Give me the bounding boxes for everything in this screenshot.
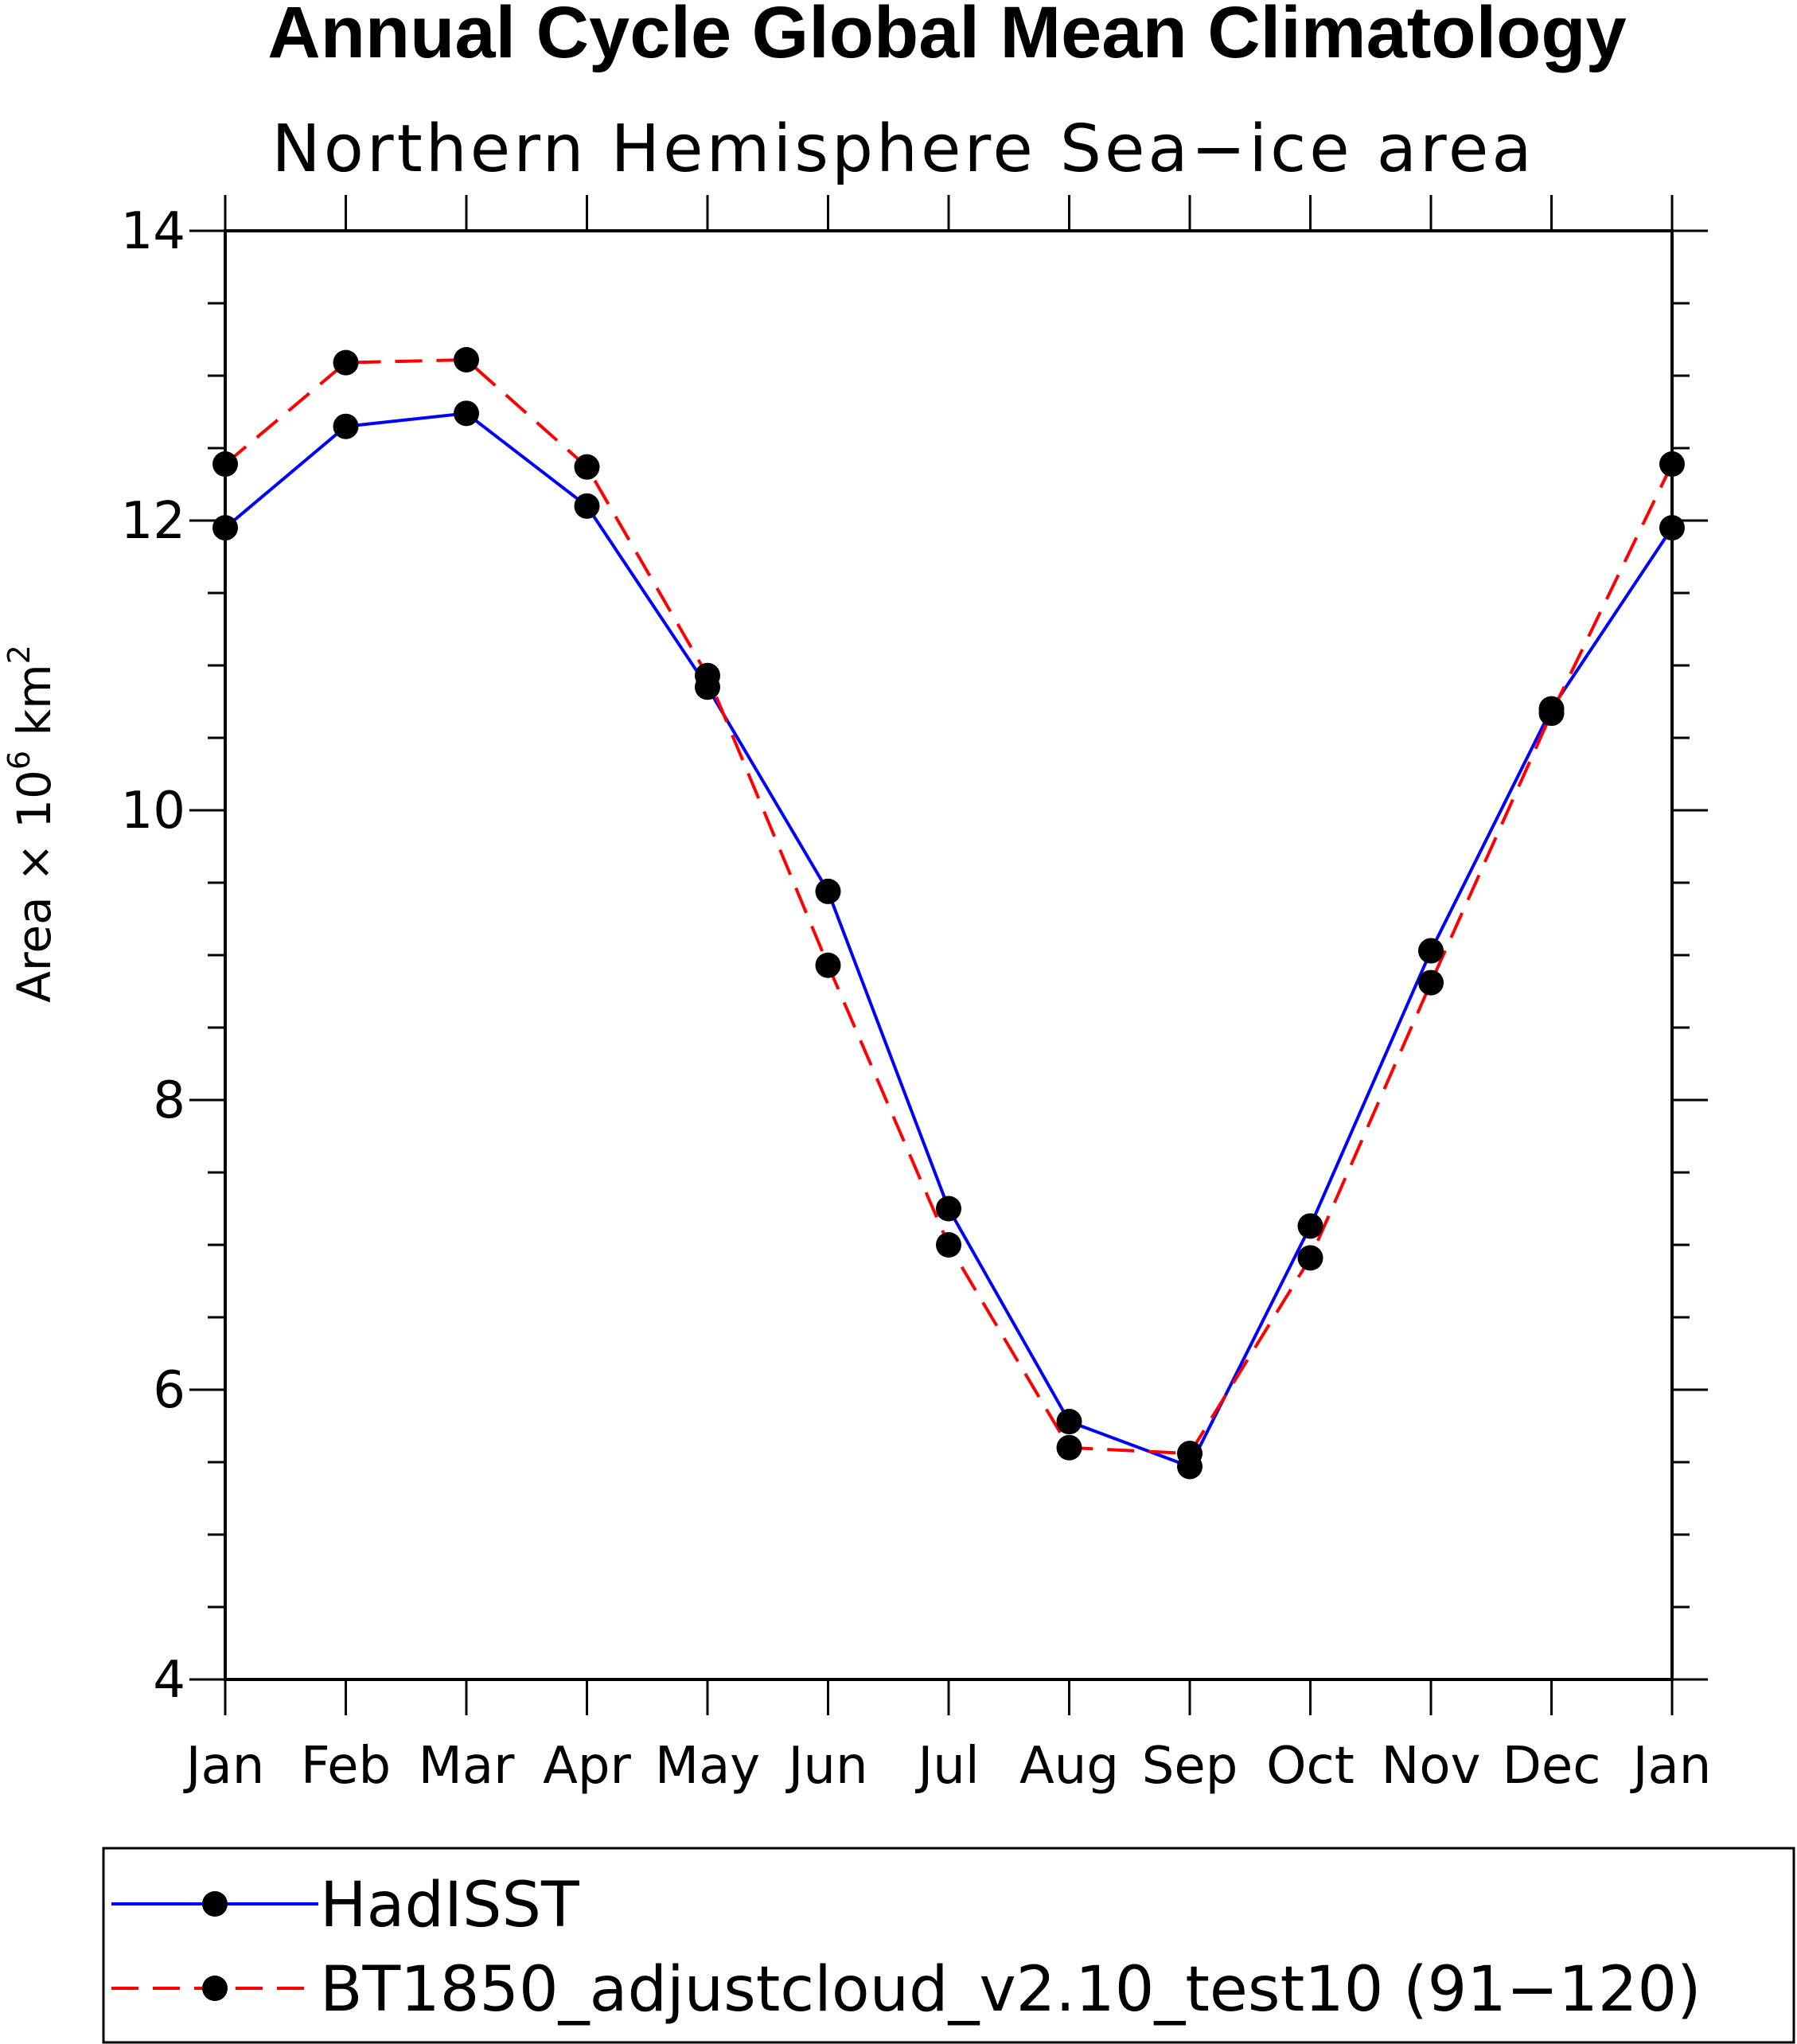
series-line-1 <box>224 357 1674 1456</box>
x-tick-labels: Jan Feb Mar Apr May Jun Jul Aug Sep Oct Nov Dec Jan <box>183 1737 1712 1796</box>
data-point-series-1 <box>1056 1434 1082 1461</box>
y-axis-label-unit: km <box>7 664 61 751</box>
data-point-series-1 <box>1418 969 1444 996</box>
data-point-series-1 <box>936 1232 961 1258</box>
y-axis-label-exponent: 6 <box>2 751 37 770</box>
data-point-series-0 <box>1056 1409 1082 1435</box>
data-point-series-1 <box>695 662 720 688</box>
data-point-series-1 <box>1177 1441 1203 1467</box>
chart-subtitle: Northern Hemisphere Sea−ice area <box>271 111 1534 187</box>
axis-ticks <box>189 195 1708 1715</box>
x-tick-label: Jun <box>785 1737 868 1796</box>
data-point-series-0 <box>333 413 359 439</box>
y-tick-labels: 4 6 8 10 12 14 <box>121 202 185 1710</box>
data-point-series-1 <box>333 349 359 376</box>
x-tick-label: May <box>655 1737 760 1796</box>
x-tick-label: Jan <box>1630 1737 1712 1796</box>
x-tick-label: Mar <box>419 1737 515 1796</box>
legend-box <box>102 1847 1795 2044</box>
y-tick-label: 14 <box>121 202 185 261</box>
legend-label-0: HadISST <box>320 1870 579 1941</box>
y-axis-label-main: Area × 10 <box>7 770 61 1003</box>
data-point-series-1 <box>815 952 841 978</box>
points-layer <box>212 346 1685 1480</box>
y-axis-label: Area × 106 km2 <box>2 645 61 1003</box>
x-tick-label: Jan <box>183 1737 265 1796</box>
x-tick-label: Sep <box>1142 1737 1238 1796</box>
data-point-series-0 <box>936 1196 961 1222</box>
series-layer <box>224 357 1674 1469</box>
data-point-series-0 <box>1297 1213 1323 1239</box>
legend-marker-1 <box>202 1976 228 2001</box>
x-tick-label: Oct <box>1266 1737 1355 1796</box>
legend: HadISST BT1850_adjustcloud_v2.10_test10 (… <box>102 1847 1795 2044</box>
x-tick-label: Dec <box>1503 1737 1601 1796</box>
x-tick-label: Feb <box>301 1737 391 1796</box>
data-point-series-0 <box>1418 938 1444 964</box>
data-point-series-1 <box>454 346 479 373</box>
data-point-series-1 <box>1297 1245 1323 1271</box>
x-tick-label: Aug <box>1019 1737 1119 1796</box>
data-point-series-0 <box>454 400 479 427</box>
legend-label-1: BT1850_adjustcloud_v2.10_test10 (91−120) <box>320 1954 1701 2026</box>
y-tick-label: 4 <box>153 1651 185 1710</box>
plot-frame <box>224 229 1674 1681</box>
x-tick-label: Jul <box>914 1737 979 1796</box>
x-tick-label: Nov <box>1382 1737 1481 1796</box>
legend-marker-0 <box>202 1891 228 1917</box>
chart-title: Annual Cycle Global Mean Climatology <box>267 0 1626 73</box>
y-tick-label: 8 <box>153 1071 185 1130</box>
x-tick-label: Apr <box>543 1737 631 1796</box>
series-line-0 <box>224 412 1674 1469</box>
y-axis-label-unit-exponent: 2 <box>2 645 37 664</box>
data-point-series-0 <box>815 878 841 904</box>
legend-entries: HadISST BT1850_adjustcloud_v2.10_test10 (… <box>111 1870 1701 2026</box>
y-tick-label: 12 <box>121 492 185 551</box>
y-tick-label: 10 <box>121 782 185 841</box>
y-tick-label: 6 <box>153 1361 185 1420</box>
data-point-series-0 <box>574 493 600 519</box>
data-point-series-1 <box>574 454 600 480</box>
data-point-series-1 <box>1538 700 1565 727</box>
